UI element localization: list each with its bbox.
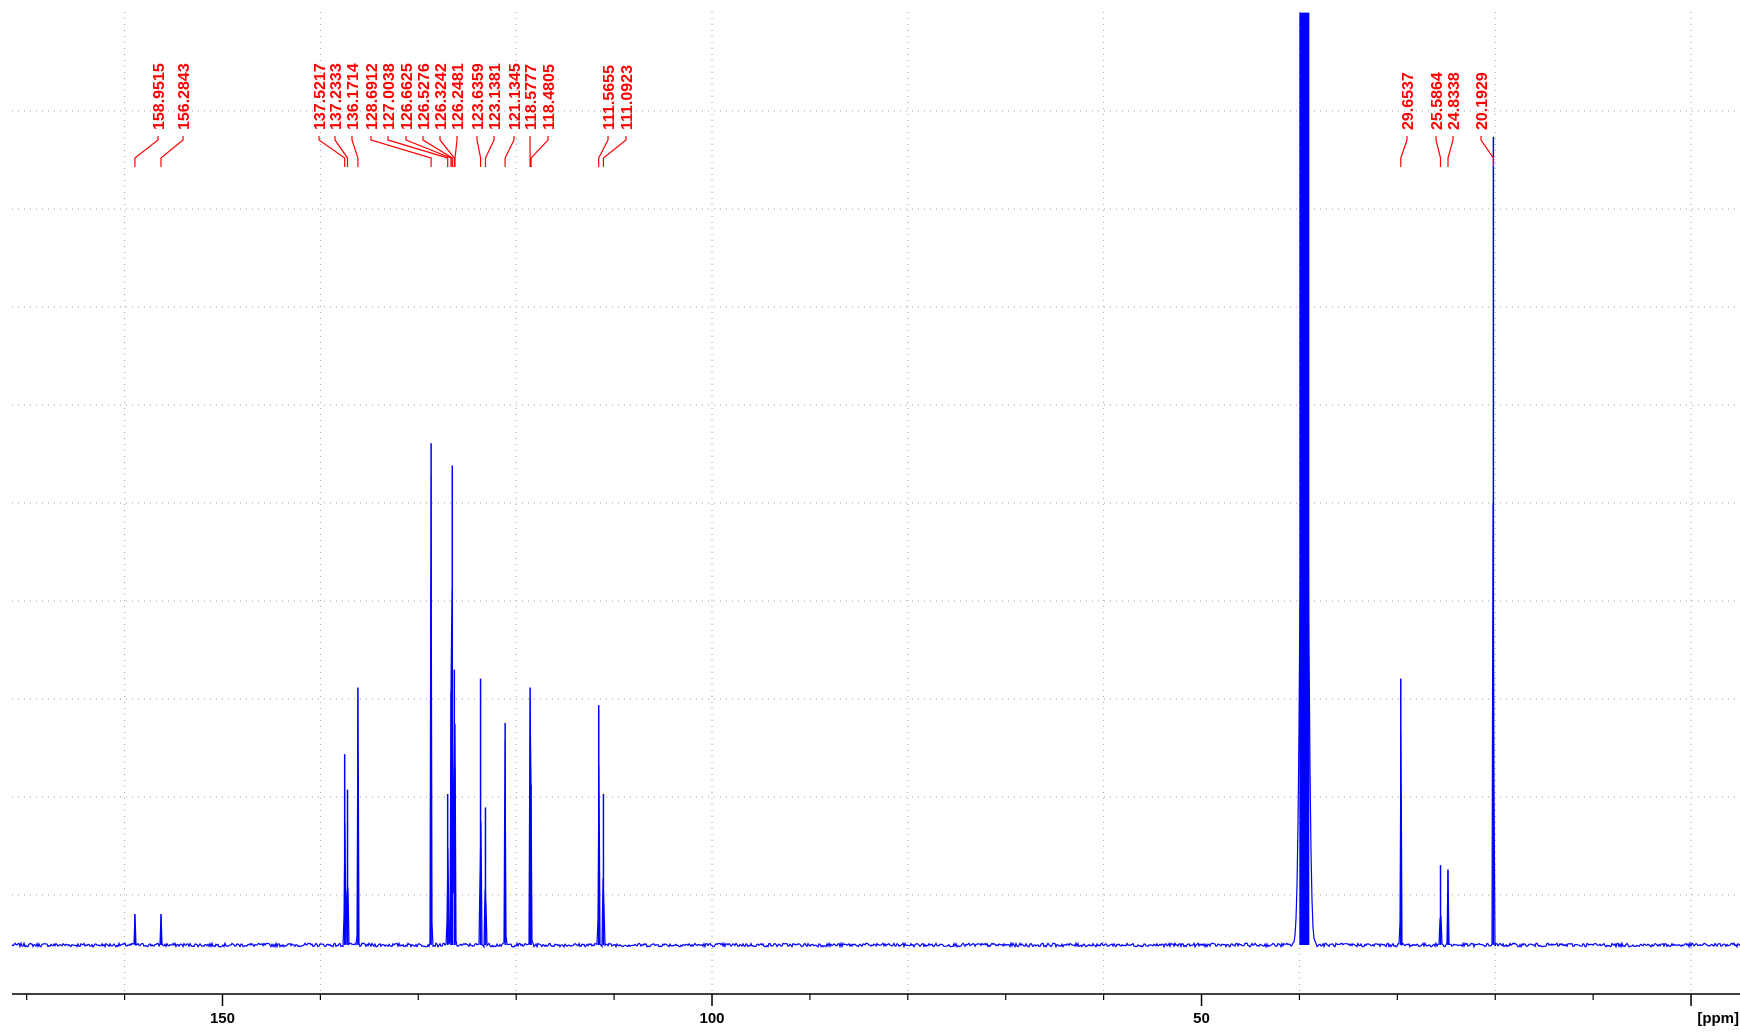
peak-leader-line bbox=[135, 136, 158, 167]
peak-label: 118.5777 bbox=[523, 64, 540, 130]
peak-leader-line bbox=[455, 136, 457, 167]
grid bbox=[12, 12, 1740, 992]
peak-leader-line bbox=[486, 136, 495, 167]
peak-leader-line bbox=[371, 136, 431, 167]
peak-leader-line bbox=[477, 136, 481, 167]
peak-leader-line bbox=[1401, 136, 1407, 167]
peak-leader-line bbox=[388, 136, 448, 167]
peak-label: 126.2481 bbox=[450, 63, 467, 130]
peak-label: 127.0038 bbox=[381, 63, 398, 130]
peak-label: 123.1381 bbox=[487, 63, 504, 130]
peak-label: 121.1345 bbox=[507, 63, 524, 130]
peak-leader-line bbox=[406, 136, 451, 167]
peak-label: 123.6359 bbox=[470, 63, 487, 130]
peak-label: 137.2333 bbox=[328, 63, 345, 130]
x-axis: 150 100 50 [ppm] bbox=[12, 994, 1740, 1027]
x-tick-label: [ppm] bbox=[1697, 1010, 1739, 1027]
peak-label: 25.5864 bbox=[1429, 72, 1446, 130]
peak-label: 111.5655 bbox=[601, 65, 618, 130]
peak-leader-line bbox=[335, 136, 348, 167]
peak-leader-line bbox=[319, 136, 345, 167]
peak-label: 136.1714 bbox=[345, 63, 362, 130]
peak-label: 128.6912 bbox=[364, 63, 381, 130]
spectrum-line bbox=[12, 18, 1740, 947]
peak-leader-line bbox=[1448, 136, 1453, 167]
peak-label: 126.6625 bbox=[399, 63, 416, 130]
peak-leader-line bbox=[352, 136, 358, 167]
peak-label: 156.2843 bbox=[176, 63, 193, 130]
spectrum-trace bbox=[12, 13, 1740, 947]
peak-leader-line bbox=[161, 136, 183, 167]
peak-leader-line bbox=[1436, 136, 1441, 167]
peak-annotations: 158.9515 156.2843 137.5217 137.2333 136.1714… bbox=[135, 63, 1494, 167]
peak-label: 118.4805 bbox=[541, 64, 558, 130]
peak-leader-line bbox=[603, 136, 626, 167]
peak-label: 126.3242 bbox=[433, 63, 450, 130]
peak-label: 137.5217 bbox=[312, 63, 329, 130]
peak-label: 111.0923 bbox=[619, 65, 636, 130]
peak-label: 24.8338 bbox=[1446, 72, 1463, 130]
peak-label: 126.5276 bbox=[416, 63, 433, 130]
peak-label: 29.6537 bbox=[1400, 72, 1417, 130]
peak-label: 20.1929 bbox=[1474, 72, 1491, 130]
peak-leader-line bbox=[1481, 136, 1493, 167]
peak-label: 158.9515 bbox=[151, 63, 168, 130]
peak-leader-line bbox=[531, 136, 548, 167]
x-tick-label: 150 bbox=[210, 1010, 235, 1027]
x-tick-label: 100 bbox=[699, 1010, 724, 1027]
x-tick-label: 50 bbox=[1193, 1010, 1210, 1027]
peak-leader-line bbox=[505, 136, 514, 167]
